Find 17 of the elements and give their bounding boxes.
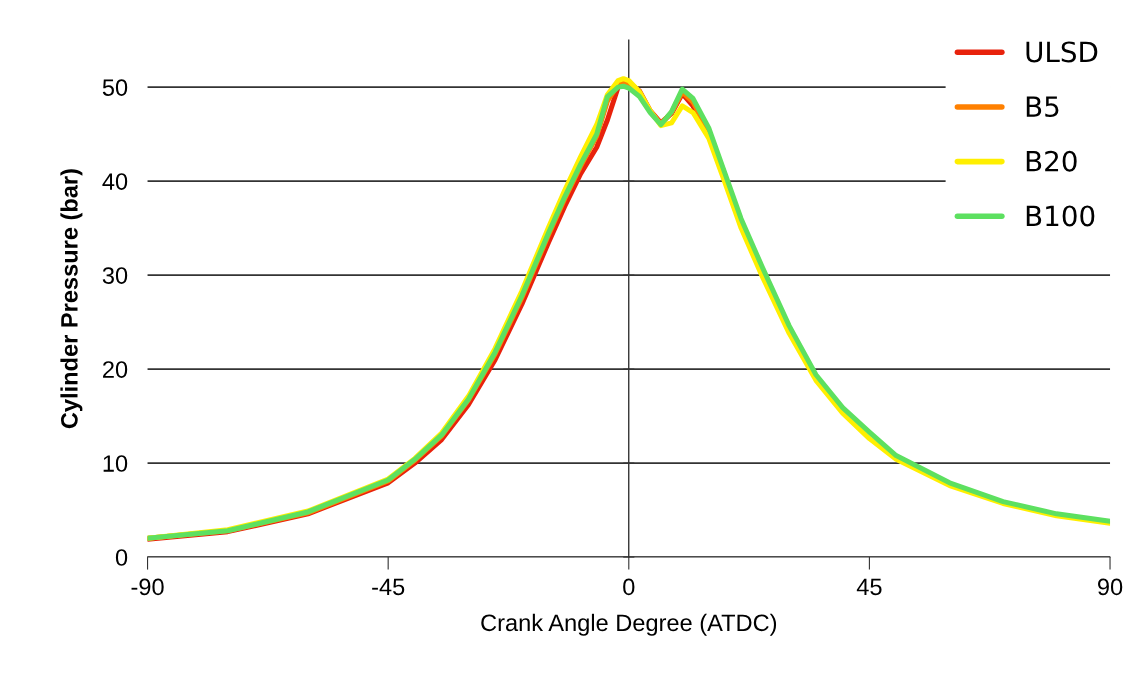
y-tick-label: 10: [103, 455, 128, 472]
legend-label: B100: [1026, 205, 1095, 227]
y-tick-label: 40: [102, 173, 128, 190]
x-tick-label: 0: [623, 578, 635, 596]
x-tick-label: -90: [131, 578, 164, 596]
x-tick-label: 90: [1098, 578, 1123, 596]
y-tick-label: 50: [102, 79, 128, 96]
x-axis-title: Crank Angle Degree (ATDC): [481, 613, 777, 636]
x-tick-label: 45: [856, 578, 882, 596]
y-axis-title: Cylinder Pressure (bar): [60, 169, 83, 429]
y-tick-label: 30: [102, 267, 128, 284]
legend-label: B20: [1026, 150, 1077, 172]
legend-label: B5: [1026, 96, 1059, 118]
y-tick-label: 20: [103, 361, 128, 378]
legend-label: ULSD: [1026, 41, 1098, 63]
x-tick-label: -45: [372, 578, 405, 596]
y-tick-label: 0: [115, 549, 128, 566]
